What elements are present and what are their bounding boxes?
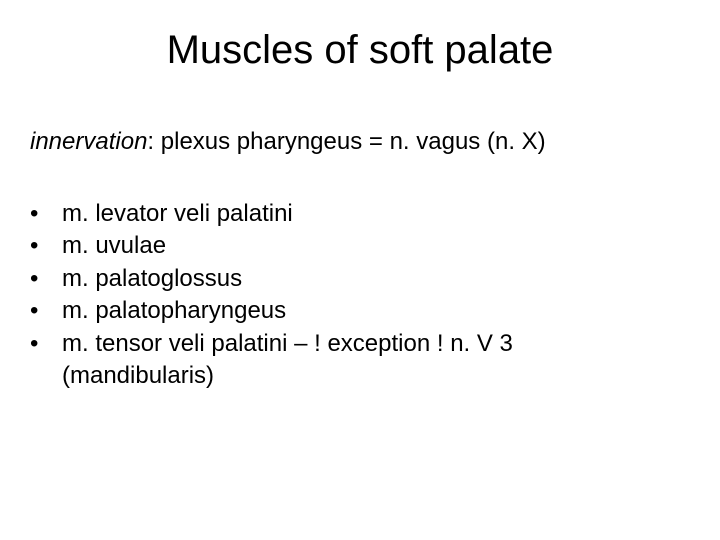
subtitle-rest: : plexus pharyngeus = n. vagus (n. X): [147, 128, 545, 155]
list-item-text: m. tensor veli palatini – ! exception ! …: [62, 328, 670, 393]
bullet-icon: •: [30, 328, 62, 360]
list-item-text: m. palatopharyngeus: [62, 295, 670, 327]
list-item: • m. levator veli palatini: [30, 198, 670, 230]
list-item: • m. palatoglossus: [30, 263, 670, 295]
list-item-text: m. uvulae: [62, 230, 670, 262]
bullet-icon: •: [30, 230, 62, 262]
bullet-icon: •: [30, 198, 62, 230]
list-item: • m. palatopharyngeus: [30, 295, 670, 327]
subtitle-italic: innervation: [30, 128, 147, 155]
list-item-text: m. levator veli palatini: [62, 198, 670, 230]
slide-title: Muscles of soft palate: [0, 28, 720, 73]
bullet-list: • m. levator veli palatini • m. uvulae •…: [30, 198, 670, 392]
slide: Muscles of soft palate innervation: plex…: [0, 0, 720, 540]
bullet-icon: •: [30, 295, 62, 327]
bullet-icon: •: [30, 263, 62, 295]
subtitle: innervation: plexus pharyngeus = n. vagu…: [30, 128, 546, 156]
list-item-text: m. palatoglossus: [62, 263, 670, 295]
list-item: • m. uvulae: [30, 230, 670, 262]
list-item: • m. tensor veli palatini – ! exception …: [30, 328, 670, 393]
